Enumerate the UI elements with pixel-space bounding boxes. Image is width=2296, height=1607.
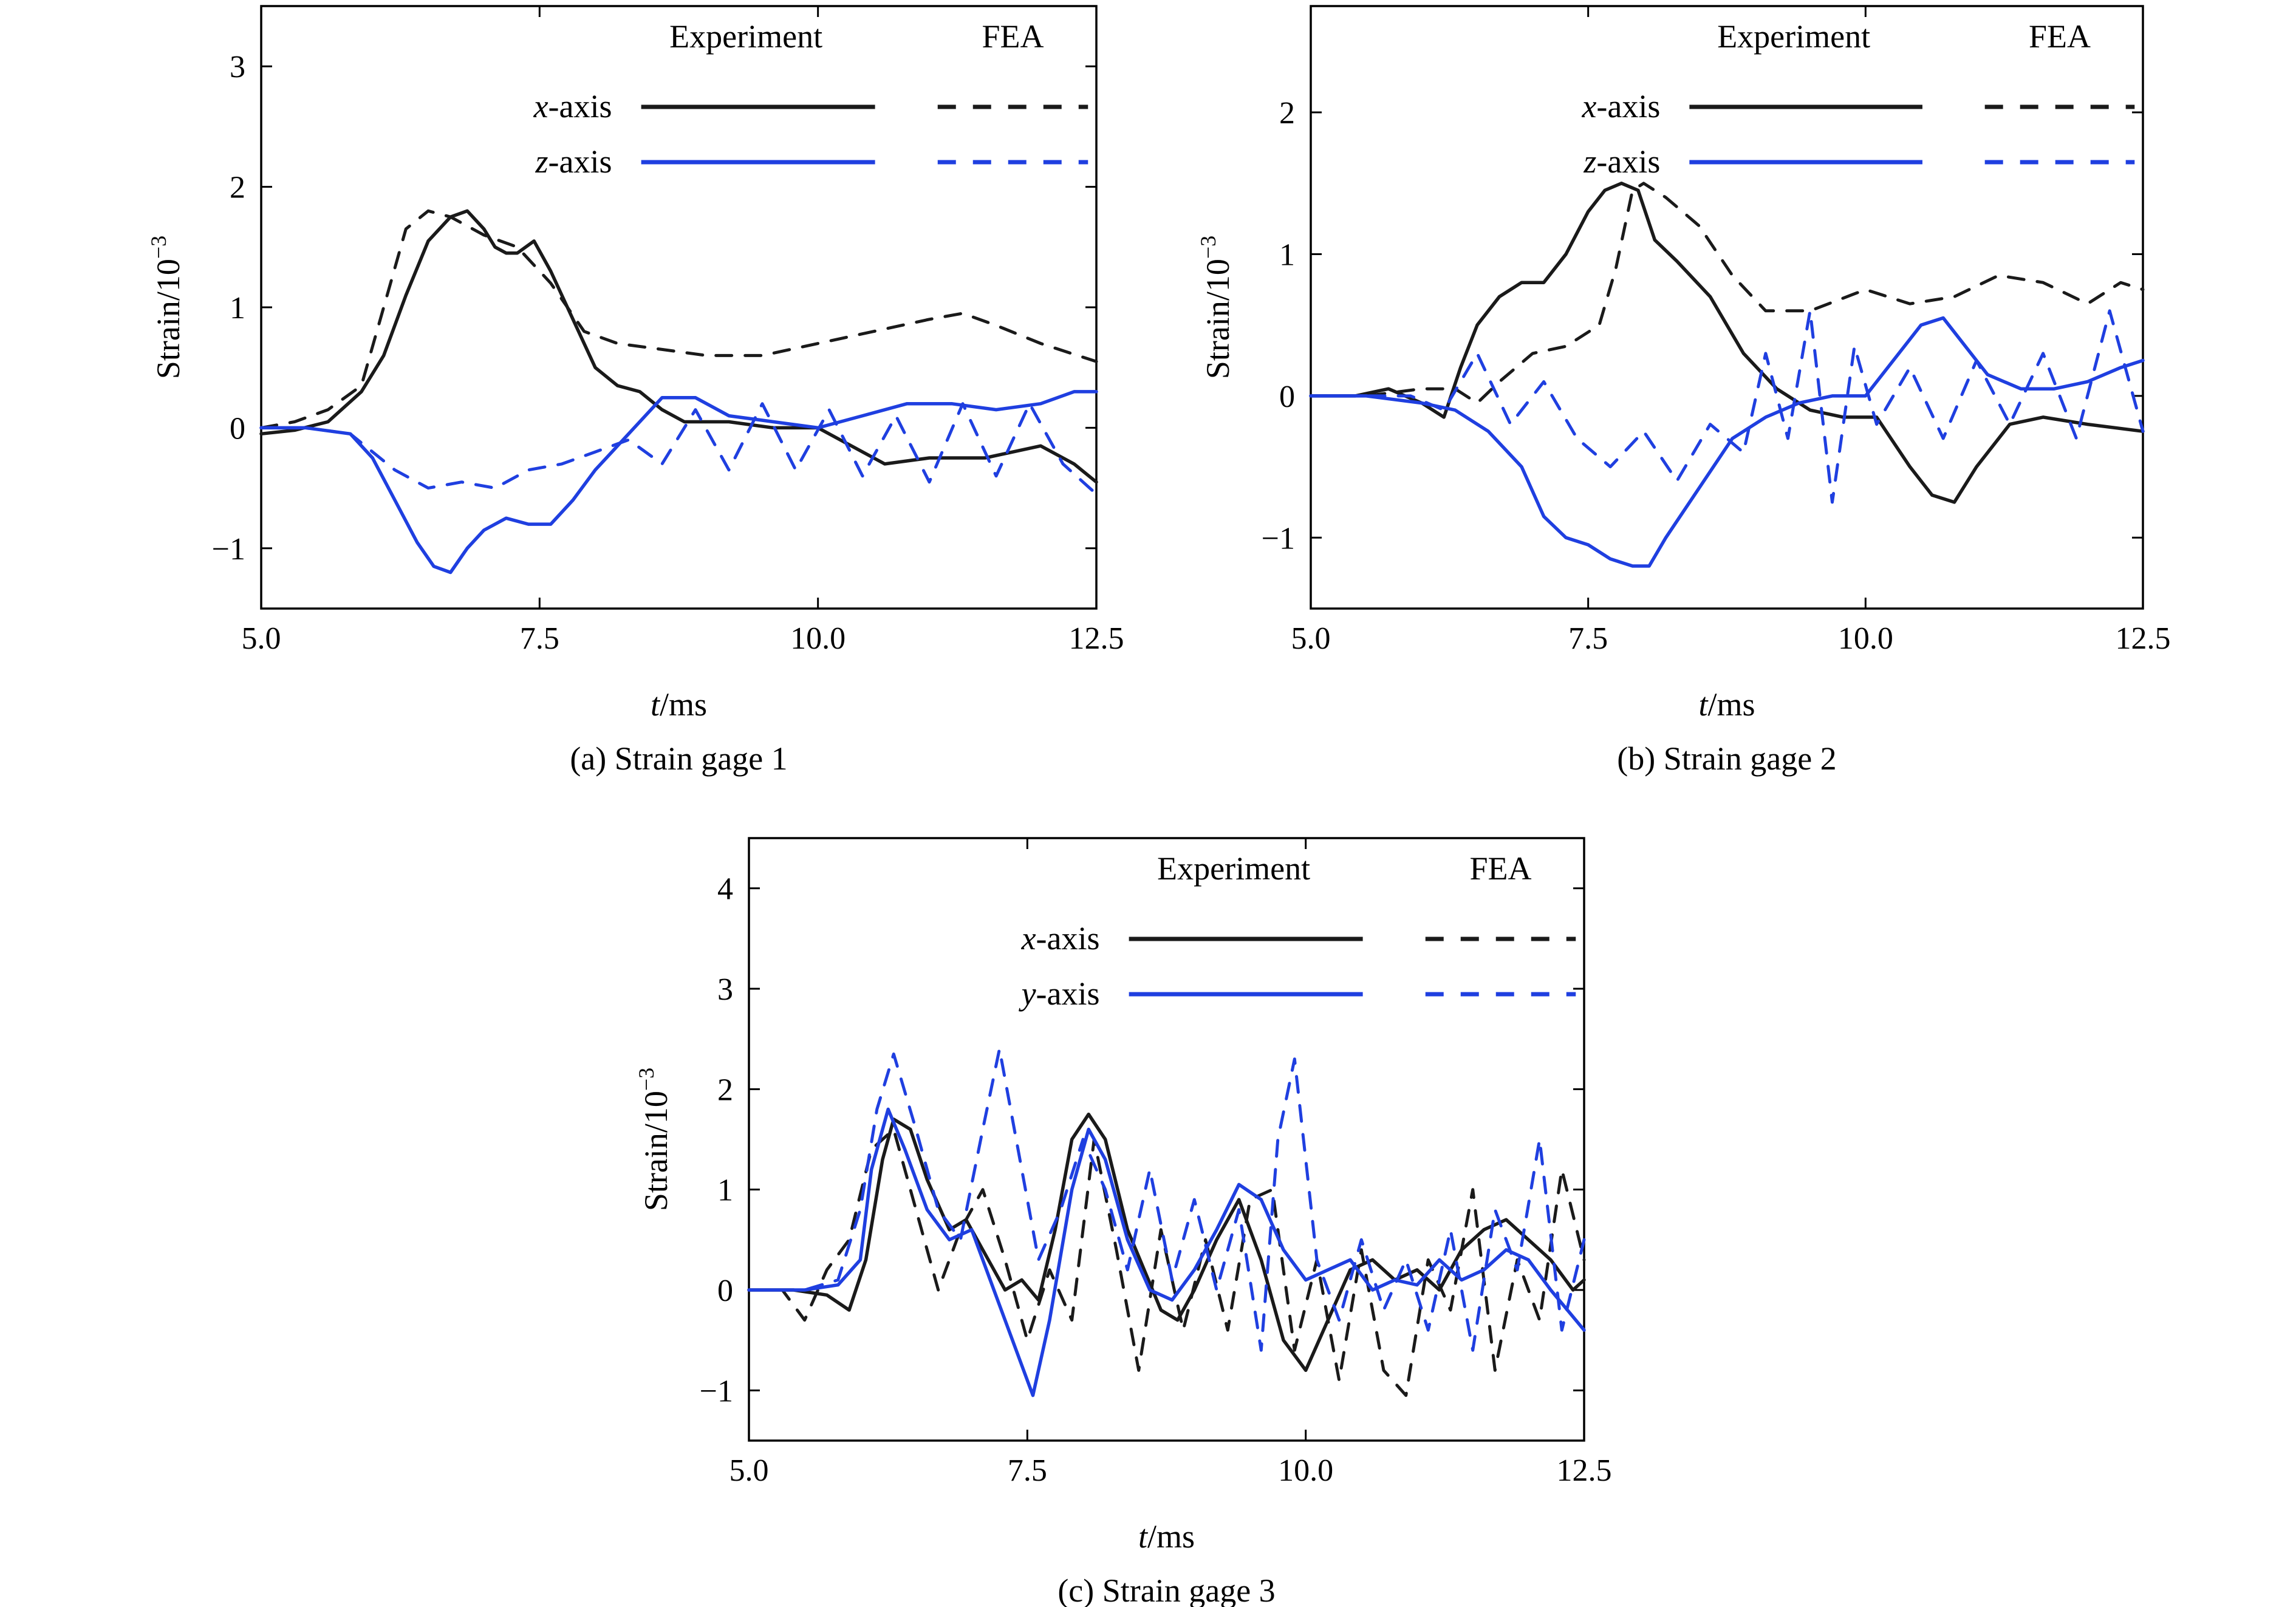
- series-x-axis-fea: [259, 209, 1098, 429]
- plot-frame: [748, 837, 1585, 1442]
- x-tick-label: 12.5: [1557, 1453, 1612, 1488]
- x-axis-label: t/ms: [1138, 1518, 1195, 1555]
- y-tick-label: 0: [230, 411, 245, 446]
- y-tick-label: 3: [230, 50, 245, 84]
- chart-caption: (a) Strain gage 1: [570, 740, 787, 777]
- x-tick-label: 7.5: [520, 621, 559, 656]
- series-x-axis-experiment: [747, 1112, 1586, 1373]
- y-tick-label: 2: [717, 1073, 733, 1107]
- x-axis-label: t/ms: [651, 686, 707, 723]
- chart-gage3: 5.0 7.5 10.0 12.5 −1 0 1 2 3 4 Experiment FEA x-axis…: [634, 837, 1612, 1607]
- series-z-axis-fea: [1309, 309, 2145, 504]
- legend-header-fea: FEA: [2029, 18, 2091, 55]
- plot-frame: [260, 5, 1098, 610]
- y-tick-label: 0: [1279, 380, 1295, 414]
- legend-header-fea: FEA: [982, 18, 1044, 55]
- y-tick-label: 1: [1279, 237, 1295, 272]
- x-tick-label: 5.0: [1291, 621, 1331, 656]
- chart-gage2: 5.0 7.5 10.0 12.5 −1 0 1 2 Experiment FEA x-axis z-…: [1196, 5, 2171, 777]
- y-tick-label: −1: [1262, 521, 1295, 556]
- x-tick-label: 10.0: [1838, 621, 1893, 656]
- series-x-axis-fea: [747, 1128, 1586, 1397]
- y-tick-label: 4: [717, 872, 733, 907]
- legend-header-experiment: Experiment: [669, 18, 822, 55]
- y-axis-label: Strain/10−3: [1196, 236, 1236, 379]
- x-tick-label: 12.5: [1069, 621, 1124, 656]
- series-y-axis-fea: [747, 1047, 1586, 1352]
- x-tick-label: 10.0: [1278, 1453, 1333, 1488]
- y-tick-label: 2: [230, 171, 245, 205]
- y-tick-label: 1: [717, 1173, 733, 1208]
- y-tick-label: −1: [212, 532, 245, 567]
- series-y-axis-experiment: [747, 1107, 1586, 1397]
- legend-label-x-axis: x-axis: [533, 88, 612, 125]
- legend-header-experiment: Experiment: [1717, 18, 1870, 55]
- legend-label-x-axis: x-axis: [1021, 920, 1100, 957]
- legend-label-y-axis: y-axis: [1019, 975, 1100, 1012]
- legend-label-x-axis: x-axis: [1581, 88, 1660, 125]
- series-z-axis-fea: [259, 402, 1098, 496]
- chart-caption: (c) Strain gage 3: [1057, 1572, 1275, 1607]
- chart-gage1: 5.0 7.5 10.0 12.5 −1 0 1 2 3 Experiment FEA x-axis z…: [146, 5, 1124, 777]
- legend-header-experiment: Experiment: [1157, 850, 1310, 887]
- y-tick-label: 2: [1279, 96, 1295, 131]
- x-tick-label: 5.0: [729, 1453, 769, 1488]
- x-tick-label: 12.5: [2116, 621, 2171, 656]
- x-tick-label: 5.0: [242, 621, 281, 656]
- y-tick-label: −1: [700, 1374, 733, 1408]
- legend-header-fea: FEA: [1469, 850, 1531, 887]
- y-axis-label: Strain/10−3: [146, 236, 186, 379]
- x-axis-label: t/ms: [1698, 686, 1755, 723]
- y-tick-label: 0: [717, 1274, 733, 1308]
- legend-label-z-axis: z-axis: [1583, 143, 1660, 180]
- x-tick-label: 7.5: [1008, 1453, 1047, 1488]
- series-z-axis-experiment: [259, 390, 1098, 575]
- series-x-axis-fea: [1309, 182, 2145, 405]
- series-x-axis-experiment: [259, 209, 1098, 484]
- x-tick-label: 10.0: [790, 621, 846, 656]
- y-axis-label: Strain/10−3: [634, 1068, 674, 1211]
- series-x-axis-experiment: [1309, 182, 2145, 504]
- x-tick-label: 7.5: [1568, 621, 1608, 656]
- plot-frame: [1310, 5, 2144, 610]
- y-tick-label: 3: [717, 972, 733, 1007]
- chart-caption: (b) Strain gage 2: [1617, 740, 1836, 777]
- series-z-axis-experiment: [1309, 316, 2145, 568]
- y-tick-label: 1: [230, 291, 245, 326]
- legend-label-z-axis: z-axis: [535, 143, 612, 180]
